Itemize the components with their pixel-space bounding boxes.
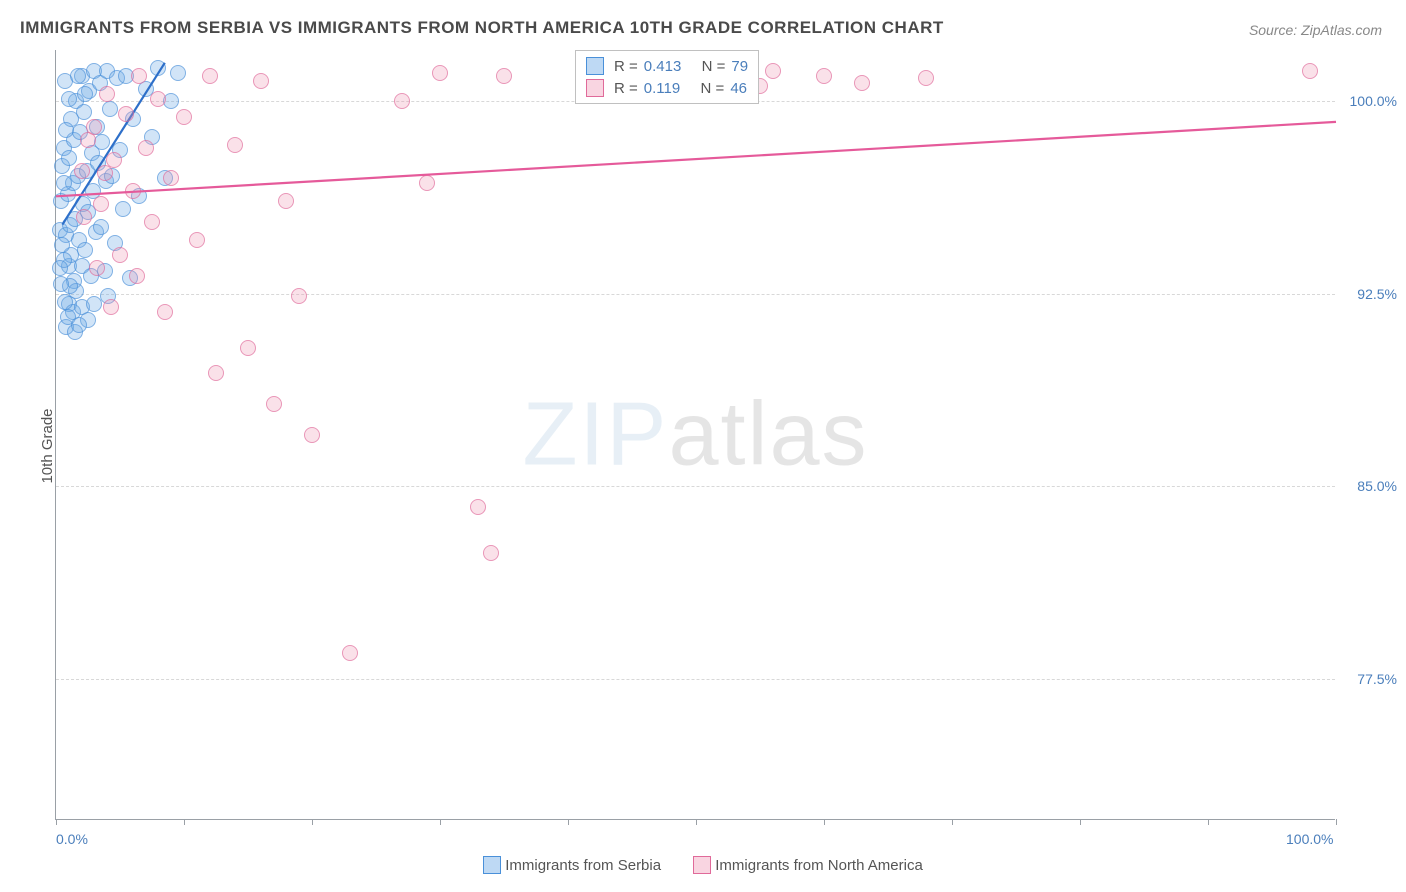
legend-item-serbia: Immigrants from Serbia (483, 856, 661, 874)
chart-title: IMMIGRANTS FROM SERBIA VS IMMIGRANTS FRO… (20, 18, 944, 38)
r-label: R = (614, 58, 638, 75)
y-tick-label: 100.0% (1341, 93, 1397, 109)
source-label: Source: ZipAtlas.com (1249, 22, 1382, 38)
r-label: R = (614, 80, 638, 97)
n-value: 46 (730, 80, 747, 97)
plot-area: ZIPatlas 77.5%85.0%92.5%100.0%0.0%100.0% (55, 50, 1335, 820)
x-axis-label: 100.0% (1286, 831, 1333, 847)
y-axis-label: 10th Grade (39, 408, 56, 483)
y-tick-label: 77.5% (1341, 671, 1397, 687)
legend-label: Immigrants from Serbia (505, 857, 661, 874)
legend-label: Immigrants from North America (715, 857, 923, 874)
n-label: N = (701, 80, 725, 97)
x-axis-label: 0.0% (56, 831, 88, 847)
series-legend: Immigrants from Serbia Immigrants from N… (0, 856, 1406, 878)
n-value: 79 (731, 58, 748, 75)
swatch-pink (586, 79, 604, 97)
swatch-blue (483, 856, 501, 874)
legend-row-na: R = 0.119 N = 46 (586, 77, 748, 99)
x-tick (1336, 819, 1337, 825)
r-value: 0.119 (644, 80, 680, 97)
trend-line (56, 50, 1336, 820)
y-tick-label: 92.5% (1341, 286, 1397, 302)
swatch-pink (693, 856, 711, 874)
n-label: N = (702, 58, 726, 75)
correlation-legend: R = 0.413 N = 79 R = 0.119 N = 46 (575, 50, 759, 104)
y-tick-label: 85.0% (1341, 478, 1397, 494)
swatch-blue (586, 57, 604, 75)
legend-row-serbia: R = 0.413 N = 79 (586, 55, 748, 77)
r-value: 0.413 (644, 58, 682, 75)
legend-item-na: Immigrants from North America (693, 856, 923, 874)
